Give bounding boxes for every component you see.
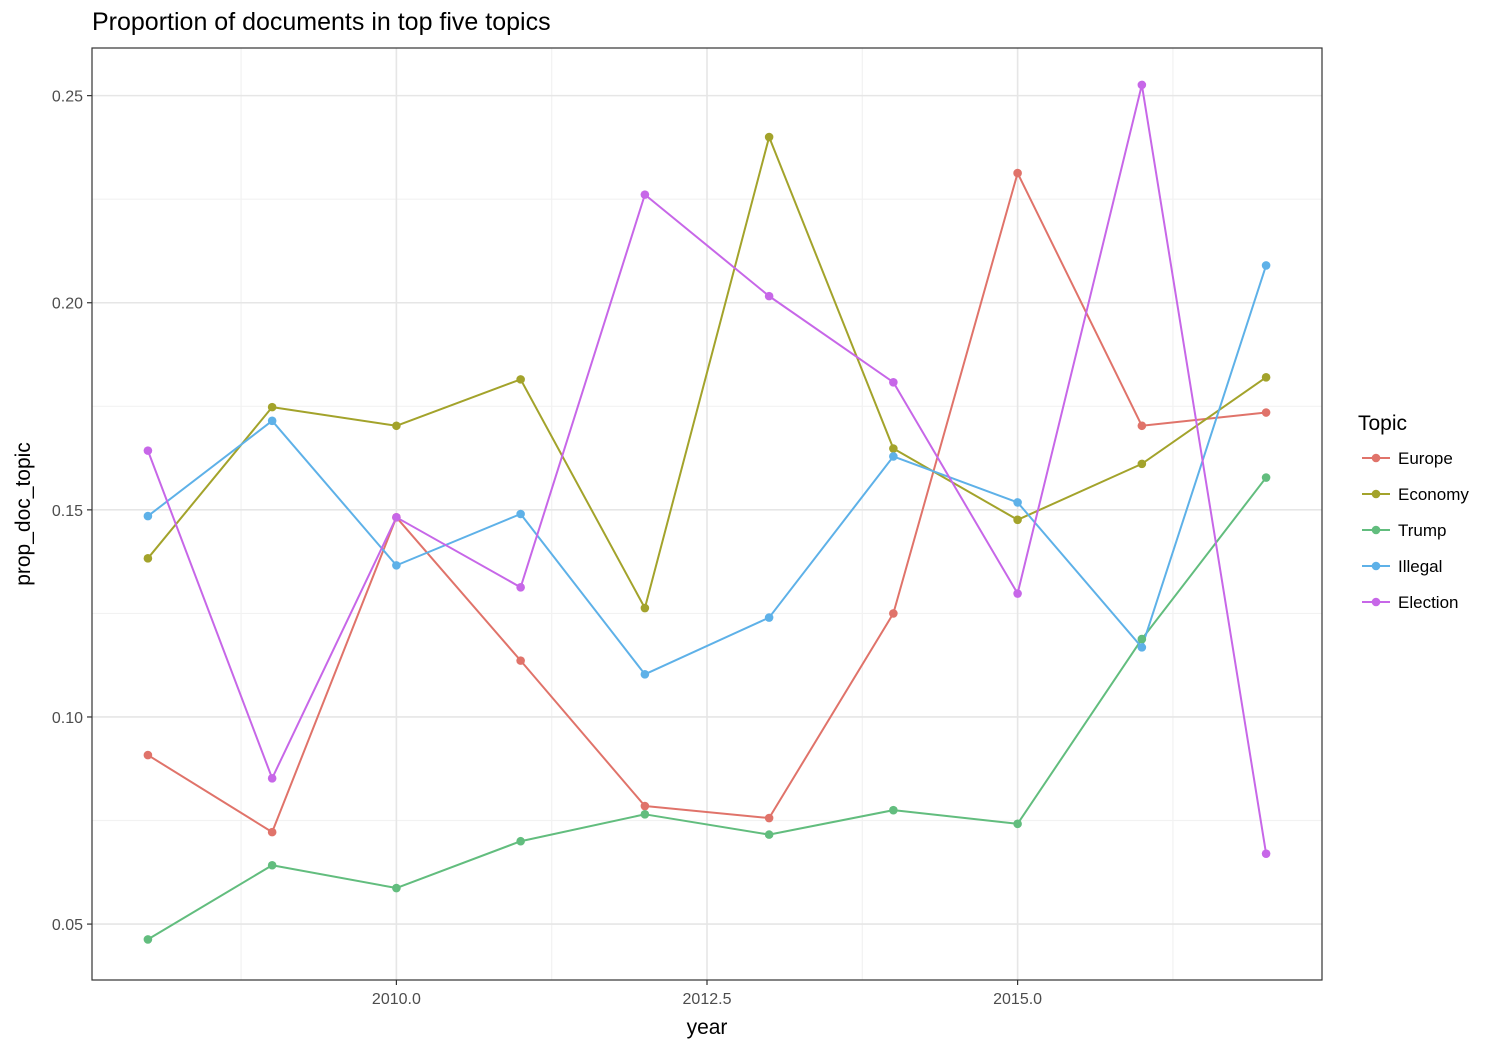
data-point-europe — [143, 750, 153, 760]
legend-label: Election — [1398, 593, 1458, 612]
series-line-illegal — [147, 265, 1268, 676]
legend-item-election: Election — [1362, 593, 1458, 612]
data-point-trump — [516, 836, 525, 846]
data-point-election — [640, 190, 650, 199]
y-tick-label: 0.15 — [52, 503, 83, 520]
series-lines — [146, 83, 1268, 941]
legend-label: Economy — [1398, 485, 1469, 504]
data-point-economy — [516, 375, 525, 384]
x-axis-title: year — [687, 1016, 728, 1039]
data-point-election — [392, 513, 401, 522]
legend-item-economy: Economy — [1362, 485, 1469, 504]
data-point-illegal — [640, 670, 650, 679]
data-point-trump — [640, 810, 650, 819]
data-point-illegal — [1137, 643, 1147, 652]
data-point-illegal — [889, 452, 898, 461]
data-point-illegal — [1013, 498, 1022, 507]
data-point-economy — [1013, 515, 1022, 525]
y-axis: 0.05 0.10 0.15 0.20 0.25 — [52, 89, 92, 934]
data-point-trump — [143, 935, 153, 944]
data-point-economy — [267, 402, 277, 412]
data-point-trump — [1137, 634, 1147, 644]
data-point-election — [764, 291, 774, 301]
data-point-election — [1013, 589, 1022, 598]
data-point-trump — [889, 805, 898, 815]
legend-label: Europe — [1398, 449, 1453, 468]
legend-key-point — [1371, 561, 1381, 571]
legend-label: Trump — [1398, 521, 1447, 540]
y-tick-label: 0.25 — [52, 89, 83, 106]
y-tick-label: 0.05 — [52, 917, 83, 934]
data-point-economy — [764, 132, 774, 142]
data-point-economy — [640, 603, 650, 613]
legend-item-europe: Europe — [1362, 449, 1453, 468]
data-point-election — [889, 377, 898, 387]
data-point-illegal — [1261, 261, 1271, 270]
legend-key-point — [1371, 489, 1381, 499]
data-point-europe — [640, 801, 650, 811]
data-point-illegal — [143, 511, 153, 521]
legend-key-point — [1371, 525, 1381, 535]
data-point-trump — [1013, 819, 1022, 829]
legend-key-point — [1371, 453, 1381, 463]
data-point-illegal — [267, 416, 277, 426]
legend-title: Topic — [1358, 412, 1407, 435]
x-tick-label: 2010.0 — [372, 991, 421, 1008]
series-line-election — [146, 83, 1268, 854]
data-point-illegal — [764, 613, 774, 622]
data-point-trump — [267, 860, 277, 870]
chart-title: Proportion of documents in top five topi… — [92, 8, 551, 36]
data-point-economy — [889, 444, 898, 453]
data-point-trump — [392, 883, 401, 893]
legend-item-illegal: Illegal — [1362, 557, 1442, 576]
data-point-europe — [267, 827, 277, 837]
legend-key-point — [1371, 597, 1381, 607]
y-tick-label: 0.20 — [52, 296, 83, 313]
y-tick-label: 0.10 — [52, 710, 83, 727]
y-axis-title: prop_doc_topic — [12, 442, 35, 586]
series-line-economy — [147, 136, 1267, 610]
data-point-economy — [143, 554, 153, 563]
series-points — [143, 80, 1271, 944]
x-tick-label: 2015.0 — [993, 991, 1042, 1008]
data-point-election — [267, 773, 277, 783]
data-point-europe — [1137, 421, 1147, 431]
data-point-election — [1261, 849, 1271, 858]
data-point-europe — [764, 813, 774, 823]
data-point-europe — [1013, 168, 1022, 178]
data-point-economy — [1137, 459, 1147, 469]
series-line-trump — [147, 476, 1267, 941]
data-point-election — [143, 446, 153, 455]
data-point-europe — [889, 609, 898, 618]
data-point-election — [516, 583, 525, 592]
x-tick-label: 2012.5 — [683, 991, 732, 1008]
legend-item-trump: Trump — [1362, 521, 1447, 540]
data-point-election — [1137, 80, 1147, 90]
series-line-europe — [147, 172, 1267, 834]
data-point-trump — [1261, 473, 1271, 482]
data-point-europe — [516, 656, 525, 665]
x-axis: 2010.0 2012.5 2015.0 — [372, 980, 1042, 1008]
legend-label: Illegal — [1398, 557, 1442, 576]
legend: Topic Europe Economy Trump Illegal Election — [1358, 412, 1469, 612]
data-point-trump — [764, 830, 774, 839]
data-point-economy — [1261, 373, 1271, 382]
data-point-economy — [392, 421, 401, 431]
data-point-illegal — [392, 561, 401, 570]
data-point-europe — [1261, 408, 1271, 417]
data-point-illegal — [516, 509, 525, 519]
